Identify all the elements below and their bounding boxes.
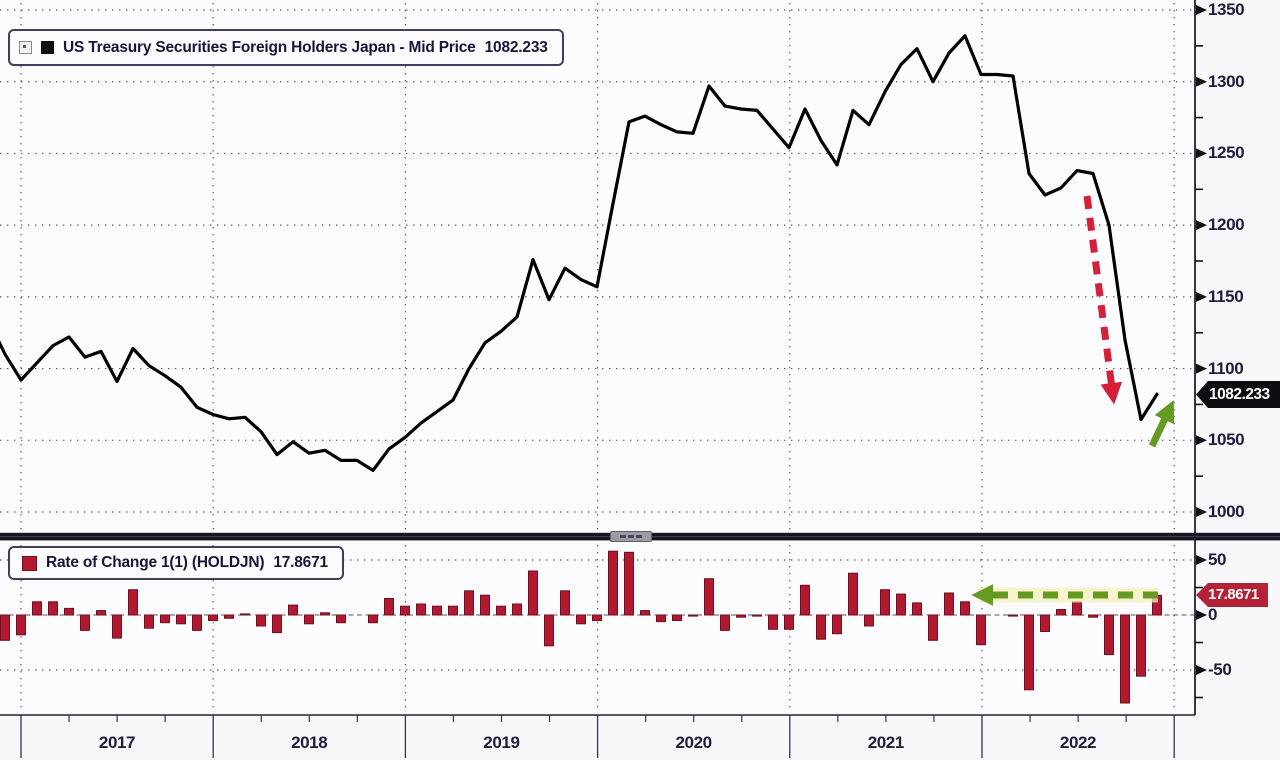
y-tick-label-top: 1350: [1208, 0, 1245, 19]
last-price-badge: 1082.233: [1196, 381, 1280, 408]
year-label: 2018: [291, 733, 328, 752]
roc-series-swatch: [22, 555, 37, 571]
year-label: 2022: [1059, 733, 1097, 752]
price-series-swatch: [41, 41, 54, 54]
price-series-value: 1082.233: [484, 38, 548, 56]
year-label: 2017: [98, 733, 136, 752]
y-tick-label-top: 1100: [1208, 358, 1244, 378]
roc-bars: [0, 550, 1162, 704]
red-down-arrow: [1083, 195, 1123, 405]
price-line: [0, 34, 1159, 472]
y-tick-label-top: 1150: [1208, 286, 1244, 306]
year-label: 2020: [675, 733, 712, 752]
y-tick-label-bottom: 50: [1208, 550, 1227, 569]
year-label: 2021: [867, 733, 905, 752]
green-up-arrow: [1148, 400, 1175, 448]
y-tick-label-top: 1300: [1208, 71, 1245, 91]
y-tick-label-top: 1250: [1208, 143, 1245, 163]
roc-series-label: Rate of Change 1(1) (HOLDJN): [46, 554, 265, 571]
price-series-legend[interactable]: US Treasury Securities Foreign Holders J…: [8, 29, 564, 66]
expand-icon[interactable]: [19, 41, 32, 54]
y-tick-label-bottom: -50: [1208, 660, 1232, 679]
year-label: 2019: [483, 733, 520, 752]
y-tick-label-top: 1200: [1208, 215, 1245, 235]
panel-resize-handle[interactable]: [610, 531, 652, 542]
roc-series-value: 17.8671: [273, 554, 328, 571]
price-series-label: US Treasury Securities Foreign Holders J…: [63, 38, 476, 56]
y-tick-label-top: 1050: [1208, 430, 1245, 450]
y-tick-label-top: 1000: [1208, 502, 1245, 521]
roc-series-legend[interactable]: Rate of Change 1(1) (HOLDJN) 17.8671: [8, 546, 344, 580]
last-roc-badge: 17.8671: [1196, 583, 1268, 607]
y-tick-label-bottom: 0: [1208, 605, 1218, 624]
